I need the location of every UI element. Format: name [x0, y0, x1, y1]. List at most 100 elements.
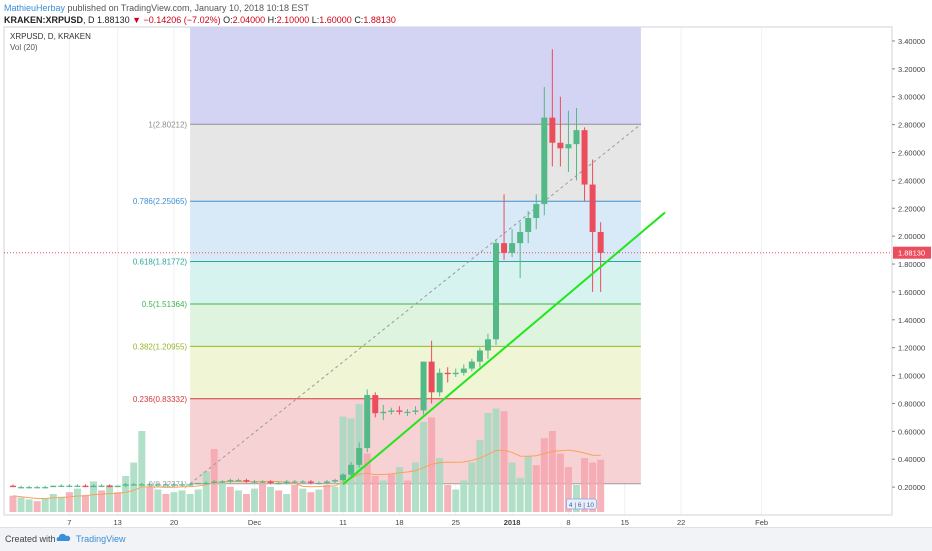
candle-body — [154, 484, 161, 486]
candle-body — [227, 480, 234, 482]
volume-bar — [98, 490, 106, 512]
time-tick-label: 22 — [677, 518, 685, 527]
candle-body — [315, 482, 322, 485]
volume-bar — [170, 492, 178, 512]
price-axis — [892, 27, 932, 515]
price-chart[interactable]: 0(0.22371) 0.236(0.83332) 0.382(1.20955) 0.… — [0, 0, 932, 527]
candle-body — [203, 482, 210, 485]
volume-bar — [548, 431, 556, 512]
fib-level-label: 1(2.80212) — [148, 120, 187, 129]
time-tick-label: Feb — [755, 518, 768, 527]
interval: D — [88, 15, 95, 25]
candle-body — [58, 485, 65, 487]
volume-bar — [186, 494, 194, 512]
time-tick-label: 25 — [452, 518, 460, 527]
volume-bar — [323, 485, 331, 512]
volume-bar — [41, 498, 49, 512]
candle-body — [557, 142, 564, 149]
volume-bar — [573, 485, 580, 512]
time-tick-label: 2018 — [504, 518, 521, 527]
ohlc-low: 1.60000 — [319, 15, 352, 25]
volume-bar — [564, 467, 572, 512]
fib-level-label: 0(0.22371) — [148, 480, 187, 489]
price-tick-label: 0.40000 — [898, 455, 925, 464]
price-tick-label: 1.20000 — [898, 344, 925, 353]
candle-body — [332, 480, 338, 482]
volume-bar — [202, 471, 210, 512]
volume-bar — [516, 477, 524, 512]
tradingview-brand[interactable]: TradingView — [76, 534, 126, 544]
candle-body — [581, 130, 588, 185]
ohlc-close: 1.88130 — [363, 15, 396, 25]
footer-bar: Created with TradingView — [0, 527, 932, 551]
fib-zone — [190, 261, 641, 304]
fib-zone — [190, 346, 641, 399]
candle-body — [509, 243, 516, 253]
volume-bar — [597, 459, 605, 512]
candle-body — [525, 218, 532, 232]
candle-body — [74, 485, 81, 487]
candle-body — [420, 361, 427, 411]
candle-body — [364, 395, 371, 449]
volume-bar — [556, 453, 564, 512]
volume-bars — [9, 404, 605, 512]
candle-body — [34, 487, 41, 489]
volume-bar — [90, 481, 97, 512]
volume-bar — [524, 456, 532, 512]
candle-body — [66, 485, 73, 487]
fib-zone-top — [190, 27, 641, 125]
volume-bar — [307, 492, 315, 512]
candle-body — [549, 117, 556, 143]
candle-body — [162, 484, 169, 486]
candle-body — [82, 485, 89, 488]
volume-bar — [251, 488, 258, 512]
candle-body — [372, 395, 379, 414]
candle-body — [428, 361, 435, 393]
candle-body — [501, 243, 508, 253]
time-tick-label: 13 — [113, 518, 121, 527]
volume-bar — [267, 486, 275, 512]
candle-body — [589, 184, 596, 232]
candle-body — [179, 484, 186, 486]
volume-bar — [242, 494, 250, 512]
candle-body — [468, 361, 475, 369]
candle-body — [275, 482, 282, 485]
volume-bar — [154, 489, 162, 512]
fib-zone — [190, 303, 641, 347]
fib-level-label: 0.618(1.81772) — [133, 258, 188, 267]
candle-body — [323, 481, 330, 483]
volume-bar — [49, 494, 57, 512]
candle-body — [573, 130, 580, 145]
volume-bar — [508, 462, 516, 512]
author-link[interactable]: MathieuHerbay — [4, 3, 66, 13]
candle-body — [476, 350, 483, 362]
trendline — [342, 211, 666, 486]
candle-body — [597, 231, 604, 253]
volume-bar — [25, 499, 33, 512]
candle-body — [98, 485, 105, 487]
candle-body — [267, 481, 274, 483]
candle-body — [541, 117, 548, 205]
ohlc-o-label: O: — [223, 15, 233, 25]
candle-body — [436, 372, 443, 393]
volume-bar — [114, 492, 122, 512]
candle-body — [460, 368, 467, 373]
candle-body — [187, 484, 194, 486]
price-tick-label: 1.00000 — [898, 372, 925, 381]
volume-bar — [33, 501, 41, 512]
candle-body — [283, 481, 290, 483]
price-tick-label: 1.80000 — [898, 260, 925, 269]
candle-body — [42, 487, 49, 489]
candle-body — [484, 339, 491, 351]
fib-trend-diagonal — [189, 123, 642, 485]
ohlc-h-label: H: — [267, 15, 277, 25]
price-tick-label: 1.60000 — [898, 288, 925, 297]
volume-bar — [476, 440, 484, 512]
candle-body — [211, 481, 218, 483]
ohlc-c-label: C: — [354, 15, 364, 25]
price-tick-label: 3.20000 — [898, 65, 925, 74]
volume-bar — [484, 413, 492, 512]
volume-bar — [226, 486, 234, 512]
candle-body — [171, 484, 177, 486]
time-tick-label: 7 — [67, 518, 71, 527]
